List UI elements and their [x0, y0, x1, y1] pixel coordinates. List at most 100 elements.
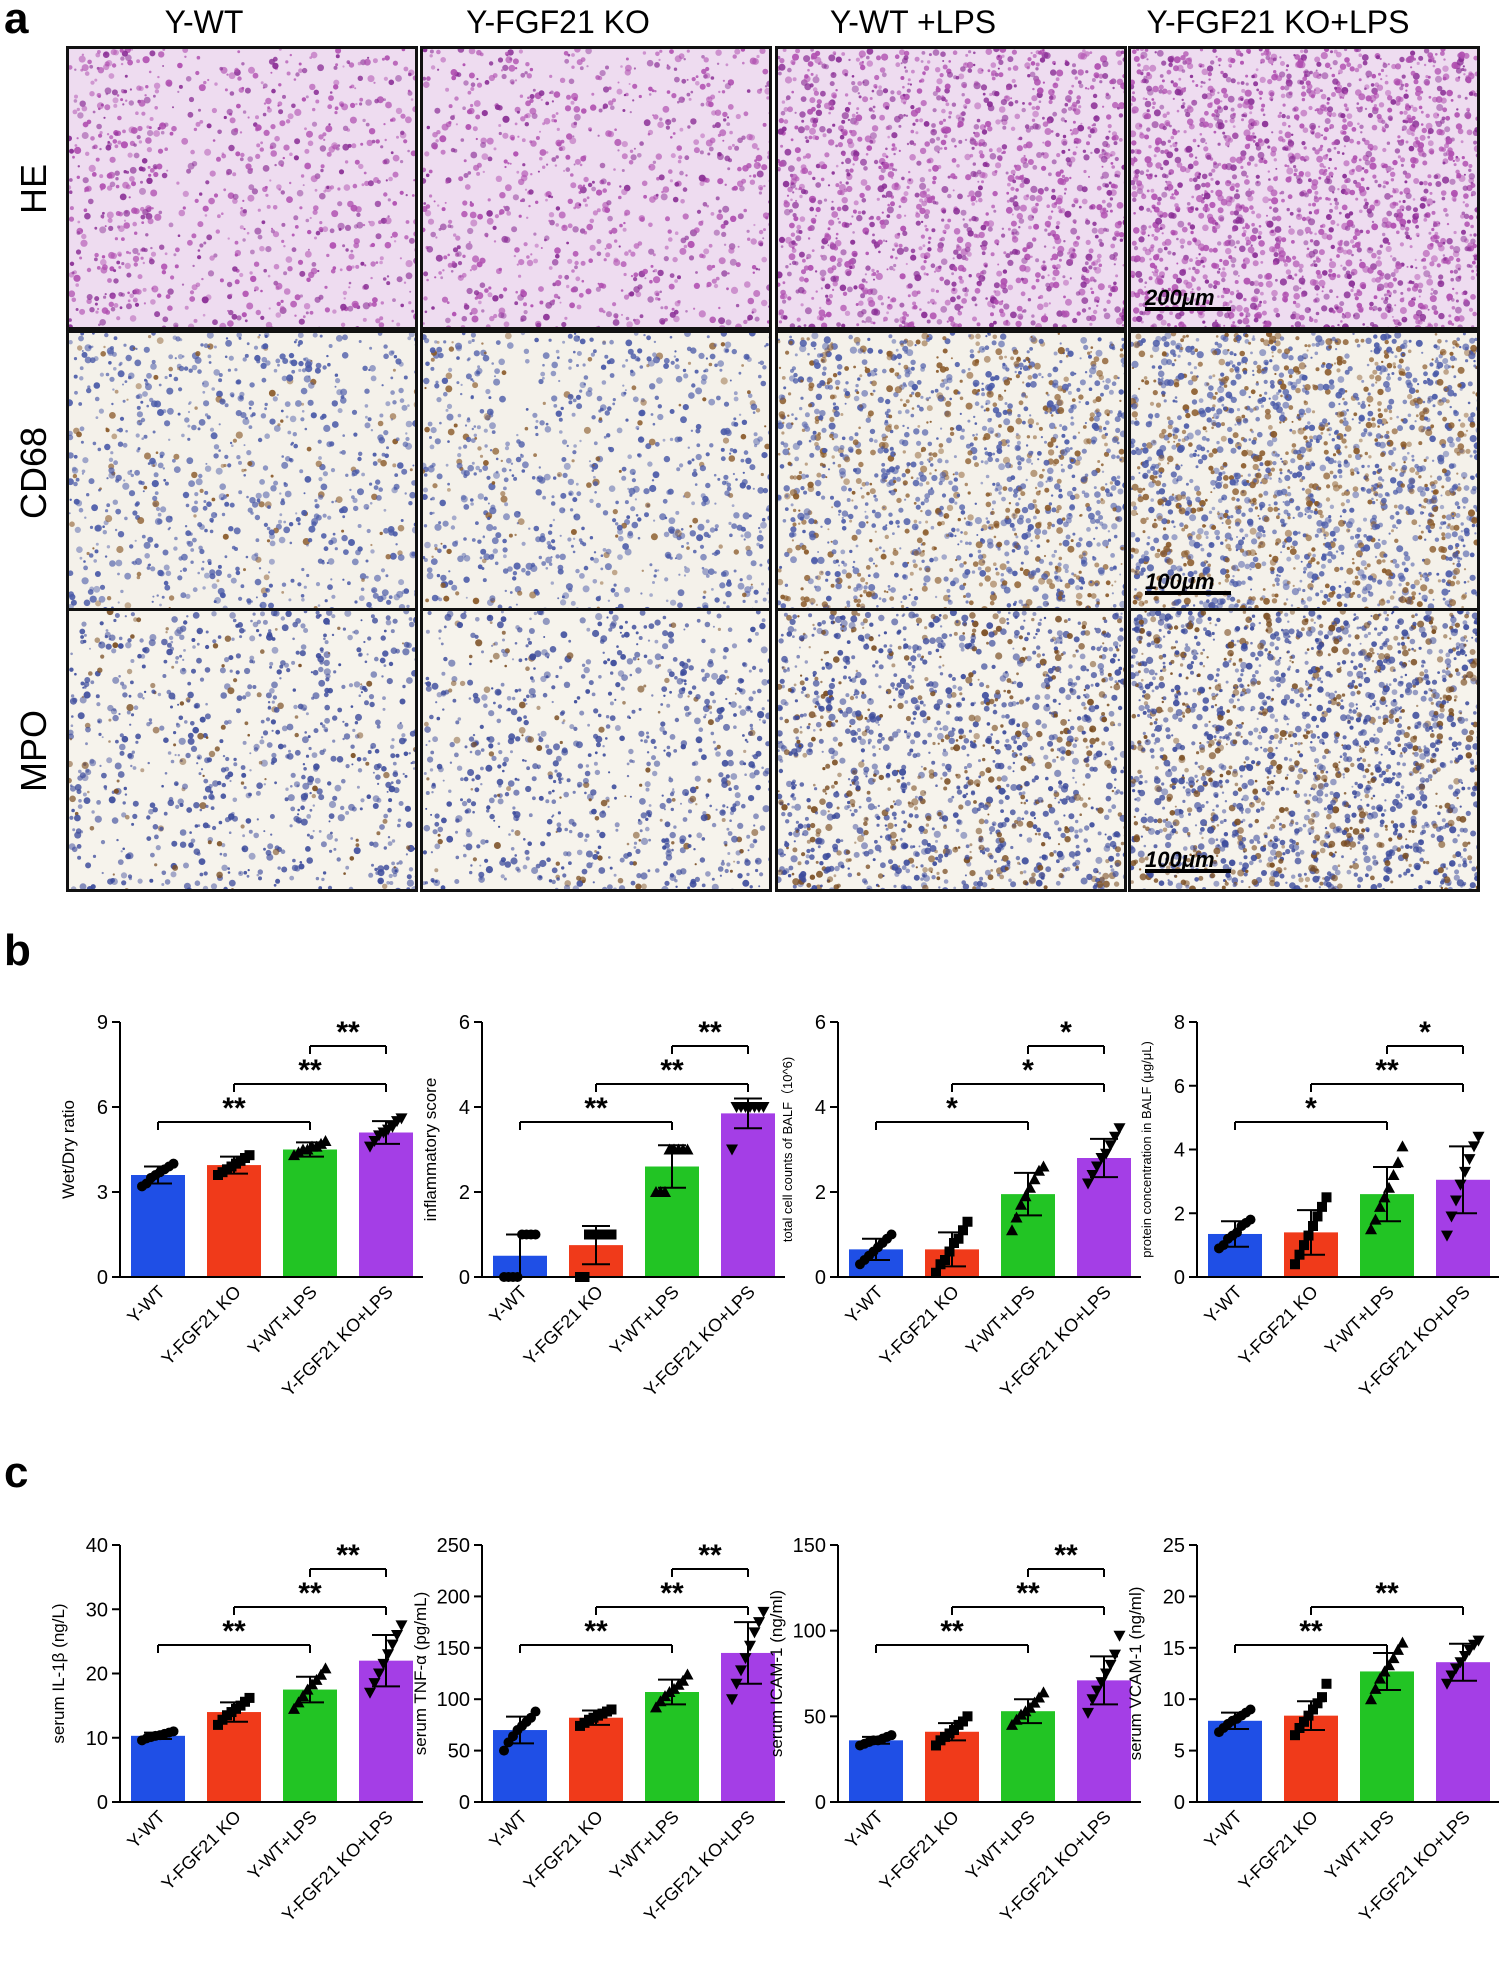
data-point — [292, 1146, 305, 1158]
scale-bar: 100μm — [1145, 847, 1231, 873]
significance-label: ** — [1016, 1577, 1040, 1610]
x-tick-label: Y-WT — [841, 1282, 886, 1327]
data-point — [659, 1186, 671, 1197]
data-point — [739, 1102, 752, 1113]
data-point — [593, 1710, 603, 1721]
scale-bar: 200μm — [1145, 285, 1231, 311]
y-tick-label: 0 — [815, 1792, 826, 1814]
y-tick-label: 2 — [459, 1182, 470, 1204]
data-point — [739, 1653, 752, 1665]
x-tick-label: Y-FGF21 KO — [158, 1807, 245, 1894]
micrograph-cd68-2 — [420, 330, 772, 614]
micrograph-mpo-3 — [775, 608, 1127, 892]
data-point — [1387, 1652, 1400, 1664]
data-point — [1006, 1718, 1018, 1730]
x-tick-label: Y-WT+LPS — [606, 1282, 683, 1359]
data-point — [1472, 1131, 1485, 1143]
data-point — [1095, 1677, 1108, 1689]
column-label-y-fgf21-ko-lps: Y-FGF21 KO+LPS — [1146, 4, 1410, 40]
x-tick-label: Y-WT — [1200, 1282, 1245, 1327]
data-point — [240, 1696, 250, 1707]
y-tick-label: 200 — [437, 1586, 470, 1608]
data-point — [588, 1229, 599, 1240]
data-point — [873, 1735, 883, 1746]
data-point — [1227, 1230, 1238, 1241]
data-point — [748, 1102, 761, 1113]
scale-bar-label: 100μm — [1145, 569, 1215, 594]
bar — [721, 1652, 775, 1802]
data-point — [1095, 1153, 1108, 1164]
data-point — [1378, 1665, 1391, 1677]
significance-label: ** — [660, 1577, 684, 1610]
significance-label: ** — [1375, 1577, 1399, 1610]
row-label-he: HE — [12, 163, 54, 214]
data-point — [668, 1143, 680, 1155]
data-point — [1082, 1178, 1094, 1190]
data-point — [584, 1229, 594, 1240]
column-label-y-fgf21-ko: Y-FGF21 KO — [466, 4, 650, 40]
data-point — [521, 1716, 532, 1727]
data-point — [597, 1229, 608, 1240]
micrograph-he-1 — [66, 46, 418, 330]
y-axis-label: serum IL-1β (ng/L) — [49, 1603, 68, 1743]
data-point — [1113, 1123, 1126, 1135]
significance-label: * — [1060, 1016, 1072, 1049]
x-tick-label: Y-FGF21 KO — [520, 1282, 607, 1369]
data-point — [315, 1668, 327, 1680]
data-point — [499, 1745, 509, 1756]
data-point — [757, 1102, 770, 1113]
panel-b-letter: b — [4, 926, 31, 975]
significance-label: ** — [940, 1615, 964, 1648]
data-point — [864, 1737, 874, 1748]
significance-label: ** — [660, 1054, 684, 1087]
data-point — [962, 1711, 973, 1722]
data-point — [672, 1678, 685, 1690]
bar — [1436, 1662, 1490, 1802]
data-point — [1396, 1636, 1409, 1648]
data-point — [231, 1703, 241, 1714]
y-tick-label: 0 — [97, 1267, 108, 1289]
data-point — [1299, 1240, 1309, 1251]
data-point — [1396, 1140, 1409, 1152]
y-tick-label: 250 — [437, 1535, 470, 1557]
data-point — [1241, 1707, 1251, 1718]
data-point — [159, 1164, 170, 1175]
x-tick-label: Y-FGF21 KO — [520, 1807, 607, 1894]
significance-label: * — [946, 1092, 958, 1125]
data-point — [1223, 1233, 1233, 1244]
data-point — [1459, 1651, 1471, 1663]
data-point — [1218, 1240, 1229, 1251]
data-point — [659, 1690, 671, 1702]
x-tick-label: Y-WT — [841, 1807, 886, 1852]
data-point — [508, 1731, 518, 1742]
y-tick-label: 6 — [97, 1097, 108, 1119]
data-point — [654, 1186, 667, 1197]
data-point — [1006, 1224, 1018, 1236]
data-point — [146, 1172, 156, 1183]
data-point — [1218, 1722, 1229, 1733]
y-axis-label: total cell counts of BALF（10^6) — [780, 1057, 795, 1242]
scale-bar: 100μm — [1145, 569, 1231, 595]
data-point — [949, 1238, 959, 1248]
data-point — [395, 1620, 408, 1632]
data-point — [1037, 1160, 1050, 1172]
bar — [1360, 1671, 1414, 1802]
data-point — [593, 1229, 603, 1240]
y-axis-label: inflammatory score — [421, 1078, 440, 1222]
data-point — [1321, 1192, 1332, 1203]
y-tick-label: 5 — [1174, 1741, 1185, 1763]
data-point — [310, 1673, 323, 1685]
data-point — [1028, 1173, 1041, 1185]
data-point — [1091, 1685, 1103, 1697]
y-tick-label: 4 — [459, 1097, 470, 1119]
data-point — [1374, 1672, 1386, 1684]
data-point — [508, 1272, 518, 1282]
data-point — [1236, 1221, 1247, 1231]
significance-label: ** — [1375, 1054, 1399, 1087]
data-point — [873, 1242, 883, 1253]
bar — [1284, 1715, 1338, 1802]
y-tick-label: 2 — [1174, 1203, 1185, 1225]
x-tick-label: Y-WT+LPS — [244, 1807, 321, 1884]
